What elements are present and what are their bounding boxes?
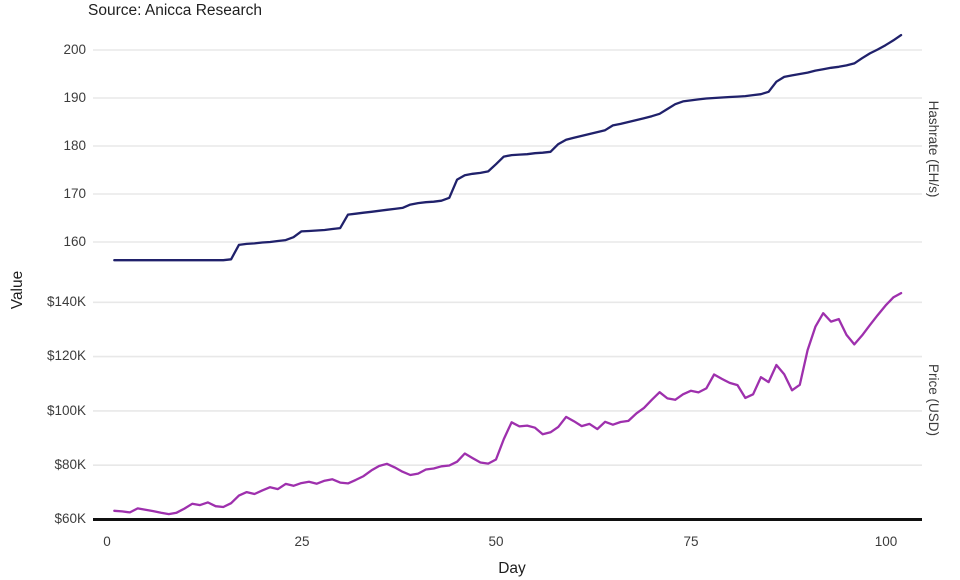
xtick-50: 50 [488,534,504,549]
y-axis-title: Value [9,270,26,310]
price-ytick-80k: $80K [54,457,86,472]
x-axis-title: Day [498,560,526,577]
price-ytick-140k: $140K [46,294,86,309]
xtick-100: 100 [874,534,898,549]
xtick-75: 75 [683,534,699,549]
facet-label-price: Price (USD) [926,363,941,436]
hashrate-ytick-200: 200 [63,42,86,57]
hashrate-ytick-170: 170 [63,186,86,201]
price-ytick-60k: $60K [54,511,86,526]
hashrate-ytick-190: 190 [63,90,86,105]
facet-label-hashrate: Hashrate (EH/s) [926,100,941,198]
xtick-0: 0 [103,534,111,549]
price-line [113,291,903,516]
xtick-25: 25 [294,534,310,549]
price-ytick-120k: $120K [46,348,86,363]
hashrate-ytick-180: 180 [63,138,86,153]
source-note: Source: Anicca Research [88,2,263,19]
hashrate-ytick-160: 160 [63,234,86,249]
price-ytick-100k: $100K [46,403,86,418]
hashrate-line [113,33,903,262]
